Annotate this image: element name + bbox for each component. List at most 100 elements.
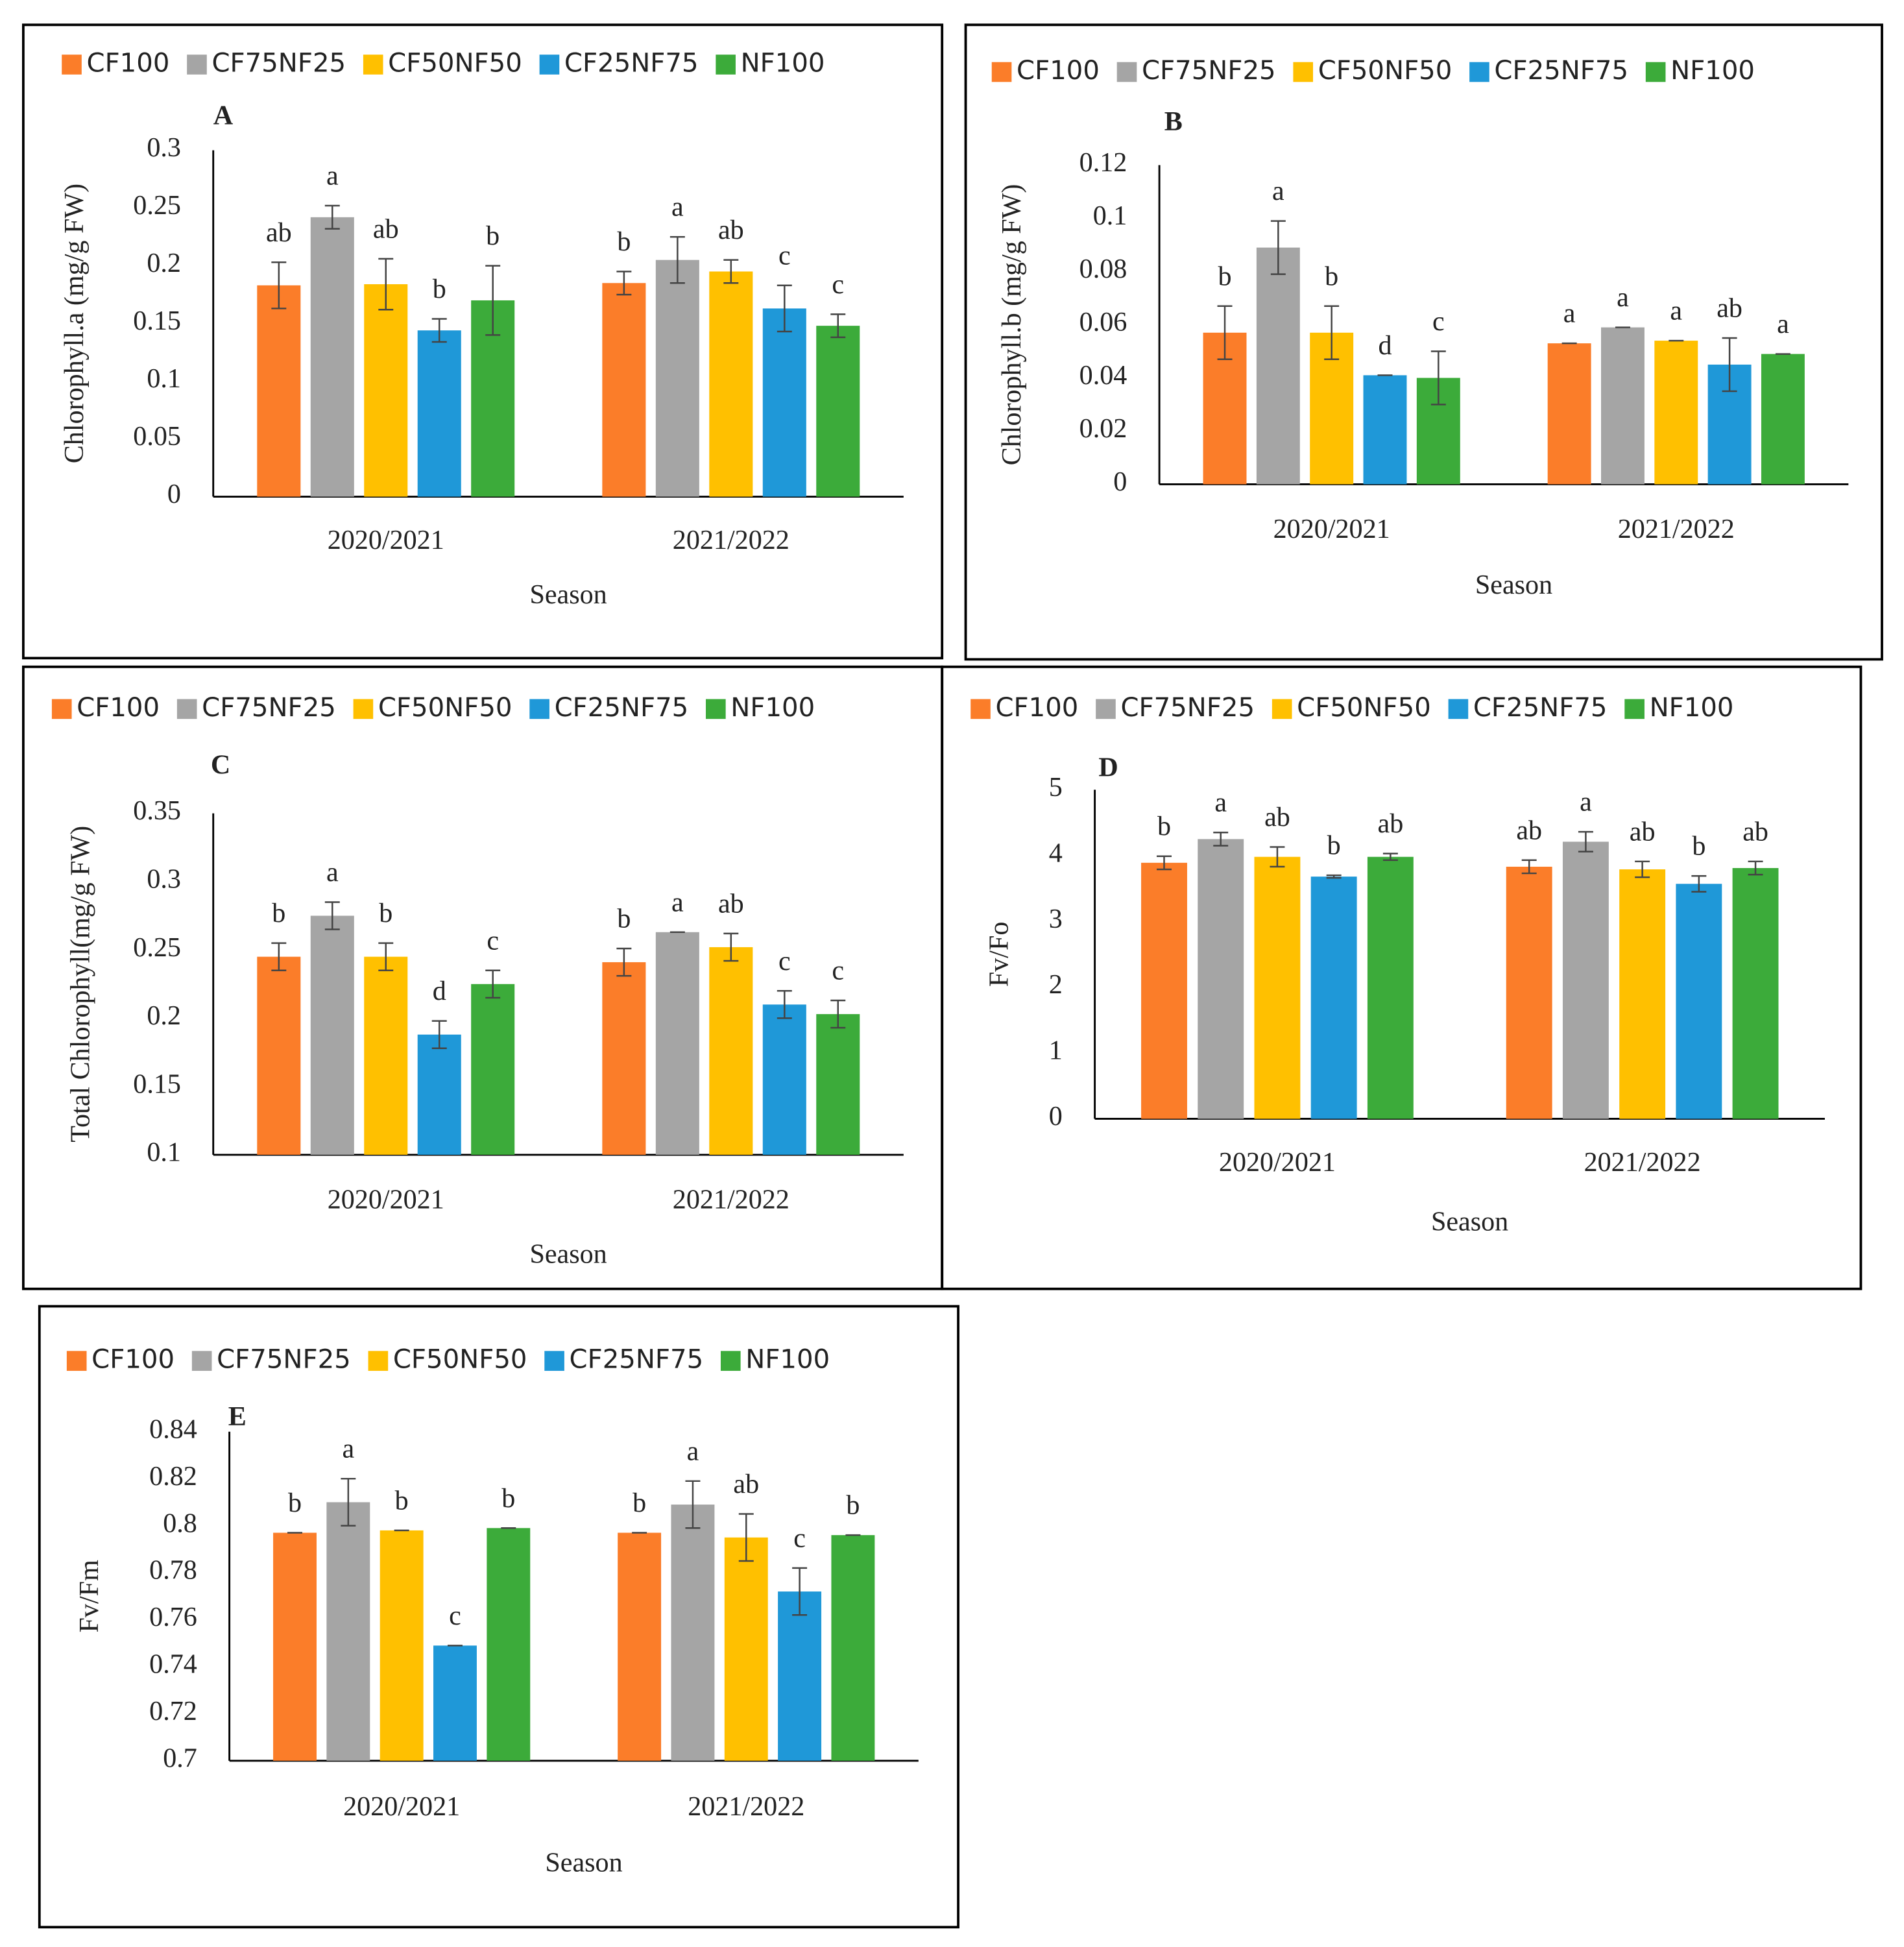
legend-swatch bbox=[191, 1351, 212, 1371]
error-bar bbox=[792, 1567, 808, 1616]
error-bar bbox=[324, 204, 340, 230]
bar bbox=[257, 956, 301, 1155]
error-bar bbox=[341, 1477, 356, 1527]
panel-label: B bbox=[1164, 106, 1183, 137]
x-tick-label: 2021/2022 bbox=[1618, 514, 1735, 544]
bar bbox=[1761, 354, 1805, 485]
significance-letter: ab bbox=[718, 215, 744, 245]
y-tick-label: 0.7 bbox=[163, 1743, 197, 1774]
bar bbox=[1254, 856, 1301, 1119]
x-tick-label: 2020/2021 bbox=[343, 1791, 460, 1822]
x-tick-label: 2021/2022 bbox=[688, 1791, 804, 1822]
significance-letter: c bbox=[1432, 306, 1445, 337]
legend-swatch bbox=[970, 699, 991, 720]
significance-letter: ab bbox=[733, 1469, 759, 1499]
y-tick-label: 0.05 bbox=[133, 421, 181, 452]
legend-label: CF75NF25 bbox=[217, 1345, 351, 1375]
significance-letter: c bbox=[449, 1601, 461, 1631]
panel-label: E bbox=[228, 1401, 247, 1432]
y-tick-label: 4 bbox=[1049, 838, 1063, 868]
significance-letter: b bbox=[1327, 830, 1341, 861]
bar bbox=[1367, 856, 1414, 1119]
x-tick-label: 2020/2021 bbox=[1219, 1147, 1336, 1178]
bar bbox=[1506, 866, 1552, 1119]
bar bbox=[1562, 841, 1609, 1119]
legend-label: CF50NF50 bbox=[378, 693, 512, 723]
legend-swatch bbox=[368, 1351, 389, 1371]
legend-label: NF100 bbox=[1650, 693, 1734, 723]
bar bbox=[618, 1532, 662, 1761]
panel-border bbox=[38, 1305, 959, 1929]
error-bar bbox=[830, 313, 846, 339]
error-bar bbox=[378, 258, 394, 311]
legend-label: CF75NF25 bbox=[1120, 693, 1255, 723]
legend-swatch bbox=[1624, 699, 1645, 720]
x-tick-label: 2020/2021 bbox=[328, 1184, 444, 1215]
y-tick-label: 0.1 bbox=[147, 1137, 181, 1168]
y-tick-label: 0.76 bbox=[149, 1602, 197, 1632]
significance-letter: ab bbox=[1264, 802, 1290, 832]
significance-letter: a bbox=[342, 1434, 354, 1464]
bar bbox=[1601, 327, 1645, 485]
legend-label: CF75NF25 bbox=[211, 49, 346, 79]
legend-label: NF100 bbox=[730, 693, 815, 723]
bar bbox=[1198, 839, 1244, 1119]
legend-swatch bbox=[991, 62, 1012, 82]
bar bbox=[671, 1505, 715, 1761]
legend-label: NF100 bbox=[1670, 56, 1755, 86]
bar bbox=[1310, 877, 1357, 1119]
y-tick-label: 0.02 bbox=[1079, 413, 1127, 444]
y-tick-label: 0 bbox=[1113, 466, 1127, 497]
significance-letter: ab bbox=[718, 888, 744, 919]
error-bar bbox=[1578, 830, 1593, 853]
y-tick-label: 3 bbox=[1049, 904, 1063, 934]
bar bbox=[831, 1535, 875, 1761]
significance-letter: a bbox=[687, 1436, 699, 1466]
y-tick-label: 0.08 bbox=[1079, 254, 1127, 284]
y-tick-label: 0.1 bbox=[147, 363, 181, 394]
legend-swatch bbox=[62, 54, 82, 75]
legend-label: CF100 bbox=[995, 693, 1078, 723]
legend-swatch bbox=[363, 54, 383, 75]
legend-swatch bbox=[51, 699, 72, 720]
error-bar bbox=[1748, 860, 1763, 876]
significance-letter: ab bbox=[266, 217, 292, 248]
bar bbox=[762, 1004, 806, 1155]
error-bar bbox=[616, 947, 632, 977]
significance-letter: b bbox=[1692, 831, 1705, 862]
bar bbox=[1363, 375, 1407, 485]
error-bar bbox=[1722, 337, 1737, 393]
significance-letter: d bbox=[1378, 330, 1392, 361]
y-tick-label: 0.1 bbox=[1093, 200, 1127, 231]
bar bbox=[1141, 862, 1187, 1119]
legend-label: CF50NF50 bbox=[1297, 693, 1431, 723]
error-bar bbox=[485, 969, 501, 999]
y-tick-label: 5 bbox=[1049, 772, 1063, 803]
y-tick-label: 0.78 bbox=[149, 1555, 197, 1586]
legend-swatch bbox=[1116, 62, 1137, 82]
significance-letter: ab bbox=[1378, 808, 1404, 839]
legend-label: CF25NF75 bbox=[570, 1345, 704, 1375]
legend-swatch bbox=[544, 1351, 564, 1371]
y-axis-label: Total Chlorophyll(mg/g FW) bbox=[65, 826, 95, 1143]
error-bar bbox=[685, 1480, 701, 1529]
error-bar bbox=[616, 271, 632, 296]
error-bar bbox=[485, 265, 501, 336]
y-tick-label: 2 bbox=[1049, 969, 1063, 1000]
bar bbox=[380, 1530, 424, 1761]
bar bbox=[471, 984, 515, 1155]
significance-letter: c bbox=[832, 269, 844, 300]
bar bbox=[816, 1014, 860, 1155]
legend-label: CF50NF50 bbox=[388, 49, 522, 79]
bar bbox=[655, 932, 699, 1155]
legend-swatch bbox=[66, 1351, 87, 1371]
legend-swatch bbox=[187, 54, 207, 75]
significance-letter: a bbox=[1617, 282, 1629, 313]
significance-letter: a bbox=[1670, 296, 1682, 326]
legend-swatch bbox=[716, 54, 736, 75]
y-axis-label: Chlorophyll.b (mg/g FW) bbox=[996, 184, 1027, 466]
bar bbox=[709, 947, 753, 1155]
bar bbox=[724, 1537, 768, 1761]
y-tick-label: 0.82 bbox=[149, 1461, 197, 1492]
